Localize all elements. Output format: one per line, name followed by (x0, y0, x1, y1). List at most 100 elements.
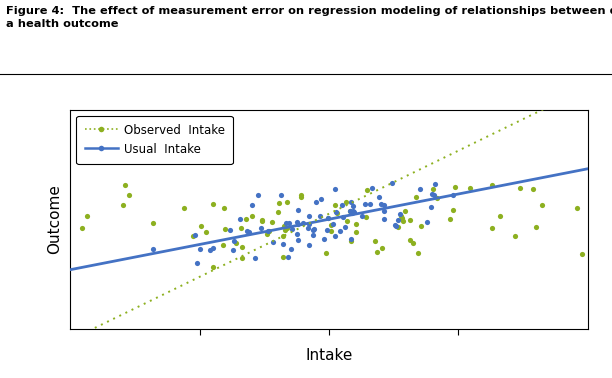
Point (349, 209, 359, 215)
Point (278, 254, 288, 260)
Point (332, 210, 342, 216)
Point (330, 186, 340, 192)
Point (323, 215, 333, 222)
Legend: Observed  Intake, Usual  Intake: Observed Intake, Usual Intake (76, 116, 233, 164)
Point (188, 233, 198, 239)
Point (415, 186, 425, 192)
Point (395, 211, 405, 217)
Point (267, 219, 277, 225)
Point (392, 223, 401, 229)
Point (274, 200, 284, 206)
Point (394, 217, 403, 223)
Point (82, 212, 92, 218)
Point (208, 201, 218, 208)
Point (225, 226, 234, 232)
Point (374, 194, 384, 200)
Point (219, 204, 229, 211)
Point (341, 218, 351, 224)
Point (413, 250, 423, 256)
Point (201, 229, 211, 235)
Point (416, 223, 425, 229)
Point (368, 185, 378, 191)
Point (273, 209, 283, 215)
Point (379, 208, 389, 214)
Point (308, 232, 318, 238)
Point (362, 187, 371, 193)
Point (304, 242, 313, 248)
Point (338, 214, 348, 220)
Point (428, 186, 438, 192)
Point (257, 217, 267, 223)
Point (192, 260, 202, 266)
Point (195, 246, 205, 253)
Point (405, 217, 415, 223)
Point (267, 239, 277, 245)
Point (278, 233, 288, 239)
Point (231, 240, 241, 246)
Point (510, 233, 520, 239)
Point (304, 221, 314, 227)
Point (315, 212, 324, 218)
Point (341, 198, 351, 204)
Point (337, 202, 347, 208)
Point (281, 220, 291, 226)
Point (329, 221, 338, 227)
Point (360, 214, 370, 220)
Point (229, 239, 239, 245)
Point (572, 205, 581, 211)
Point (387, 180, 397, 186)
Point (346, 236, 356, 242)
Point (377, 245, 387, 251)
Point (190, 232, 200, 238)
Y-axis label: Outcome: Outcome (47, 184, 62, 254)
Point (283, 198, 293, 204)
X-axis label: Intake: Intake (305, 348, 353, 363)
Point (293, 237, 303, 243)
Point (312, 198, 321, 204)
Point (578, 251, 588, 257)
Point (286, 246, 296, 252)
Point (430, 181, 440, 187)
Point (283, 254, 293, 260)
Point (390, 222, 400, 228)
Point (465, 185, 475, 191)
Point (340, 224, 350, 230)
Point (121, 182, 130, 188)
Point (292, 219, 302, 225)
Point (296, 194, 306, 200)
Point (236, 225, 245, 231)
Point (264, 228, 274, 234)
Point (396, 213, 406, 219)
Point (220, 226, 230, 232)
Point (309, 226, 319, 232)
Point (237, 255, 247, 261)
Point (282, 225, 292, 231)
Point (304, 225, 313, 231)
Point (370, 237, 379, 243)
Point (348, 203, 358, 209)
Point (450, 183, 460, 189)
Point (365, 201, 375, 207)
Point (326, 222, 336, 228)
Point (237, 244, 247, 250)
Point (326, 228, 335, 234)
Point (242, 228, 252, 234)
Point (253, 192, 263, 198)
Text: Figure 4:  The effect of measurement error on regression modeling of relationshi: Figure 4: The effect of measurement erro… (6, 6, 612, 29)
Point (218, 242, 228, 248)
Point (346, 239, 356, 245)
Point (196, 223, 206, 229)
Point (379, 216, 389, 222)
Point (330, 202, 340, 208)
Point (208, 264, 218, 270)
Point (376, 201, 386, 207)
Point (235, 216, 245, 222)
Point (379, 201, 389, 208)
Point (323, 215, 333, 221)
Point (531, 225, 541, 231)
Point (335, 228, 345, 234)
Point (348, 208, 358, 214)
Point (321, 251, 330, 257)
Point (429, 192, 439, 198)
Point (148, 246, 158, 252)
